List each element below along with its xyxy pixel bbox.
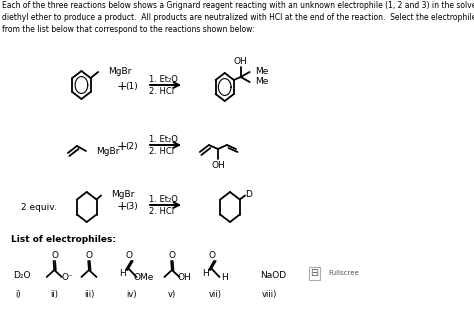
Text: 1. Et₂O: 1. Et₂O [149, 196, 178, 205]
Text: (3): (3) [125, 202, 137, 211]
Text: ii): ii) [50, 290, 58, 299]
Text: MgBr: MgBr [97, 147, 120, 156]
Text: viii): viii) [262, 290, 277, 299]
Text: OH: OH [234, 57, 247, 67]
Text: +: + [117, 140, 128, 153]
Text: O: O [86, 251, 93, 260]
Text: OH: OH [211, 161, 225, 170]
Text: D₂O: D₂O [14, 271, 31, 280]
Text: 1. Et₂O: 1. Et₂O [149, 76, 178, 85]
Text: (1): (1) [125, 82, 137, 91]
Text: H: H [202, 268, 209, 277]
Text: Me: Me [255, 78, 268, 86]
Text: 2. HCl: 2. HCl [149, 206, 174, 215]
Text: OMe: OMe [134, 272, 154, 281]
Text: H: H [119, 268, 126, 277]
Text: iv): iv) [127, 290, 137, 299]
Text: 1. Et₂O: 1. Et₂O [149, 135, 178, 144]
Text: 2 equiv.: 2 equiv. [21, 202, 57, 211]
Text: List of electrophiles:: List of electrophiles: [11, 236, 116, 245]
Text: Me: Me [255, 67, 268, 76]
Text: (2): (2) [125, 143, 137, 152]
Text: Fullscree: Fullscree [328, 270, 359, 276]
Text: +: + [117, 201, 128, 214]
Text: iii): iii) [84, 290, 94, 299]
Text: +: + [117, 81, 128, 94]
Text: i): i) [15, 290, 21, 299]
Text: 2. HCl: 2. HCl [149, 147, 174, 156]
Text: H: H [221, 272, 228, 281]
Text: v): v) [168, 290, 176, 299]
Text: MgBr: MgBr [108, 67, 131, 76]
Text: O: O [209, 251, 215, 260]
Text: OH: OH [178, 272, 191, 281]
Text: O⁻: O⁻ [61, 272, 73, 281]
Text: D: D [246, 190, 252, 199]
Text: 2. HCl: 2. HCl [149, 86, 174, 95]
Text: O: O [169, 251, 176, 260]
Text: O: O [126, 251, 132, 260]
Text: MgBr: MgBr [111, 190, 134, 199]
Text: O: O [51, 251, 58, 260]
Text: vii): vii) [209, 290, 221, 299]
Text: ⊟: ⊟ [310, 268, 319, 278]
Text: Each of the three reactions below shows a Grignard reagent reacting with an unkn: Each of the three reactions below shows … [1, 1, 474, 34]
Text: NaOD: NaOD [260, 271, 286, 280]
